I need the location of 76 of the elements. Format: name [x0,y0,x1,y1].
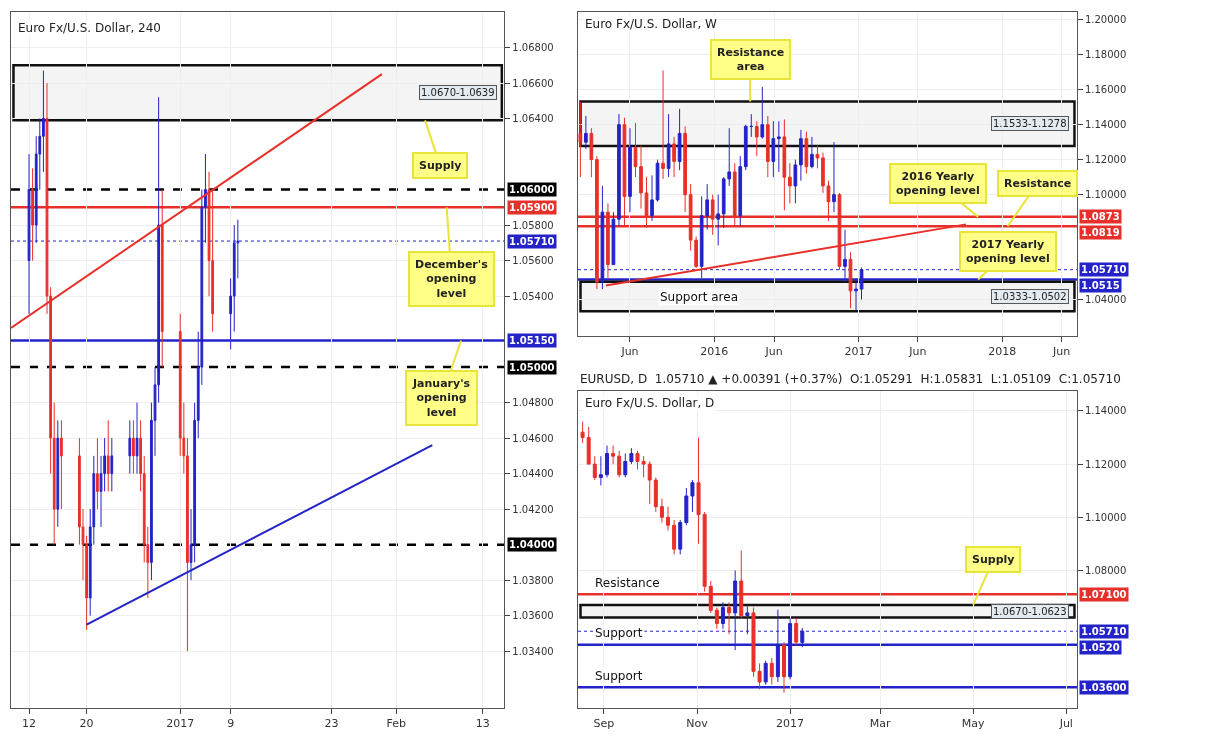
x-tick-label: Jun [1052,344,1071,358]
annotation: Support [595,626,643,640]
x-tick-label: Mar [869,717,891,731]
text: Euro Fx/U.S. Dollar, 240 [18,21,161,35]
x-tick-label: Nov [686,717,709,731]
annotation: Resistance [595,576,660,590]
x-tick-label: 13 [475,717,490,731]
ref-line-label: 1.07100 [1081,589,1127,600]
y-tick-label: 1.05600 [512,255,554,267]
y-tick-label: 1.10000 [1084,189,1127,201]
chart-subtitle: EURUSD, D 1.05710 ▲ +0.00391 (+0.37%) O:1.05291 H:1.05831 L:1.05109 C:1.05710 [580,372,1121,386]
y-tick-label: 1.05800 [512,219,554,231]
y-tick-label: 1.20000 [1084,14,1127,26]
y-tick-label: 1.04800 [512,397,554,409]
x-tick-label: Jun [620,344,639,358]
y-tick-label: 1.03600 [512,610,554,622]
x-tick-label: 20 [79,717,94,731]
x-tick-label: Jun [908,344,927,358]
y-tick-label: 1.06800 [512,42,554,54]
y-tick-label: 1.06400 [512,113,554,125]
x-tick-label: 2016 [700,344,729,358]
annotation: Supply [972,553,1015,566]
chart-title: Euro Fx/U.S. Dollar, D [585,396,715,410]
annotation: 2016 Yearly opening level [896,170,980,198]
y-tick-label: 1.12000 [1084,458,1127,470]
y-tick-label: 1.16000 [1084,84,1127,96]
x-tick-label: 23 [324,717,339,731]
x-tick-label: Feb [386,717,407,731]
x-tick-label: Sep [593,717,615,731]
band-label: 1.0333-1.0502 [993,291,1067,302]
x-tick-label: 9 [227,717,235,731]
annotation: Supply [419,159,462,172]
ref-line-label: 1.05710 [1081,626,1127,637]
y-tick-label: 1.18000 [1084,49,1127,61]
ref-line-label: 1.05000 [509,362,555,373]
x-tick-label: 2017 [776,717,805,731]
y-tick-label: 1.14000 [1084,405,1127,417]
ref-line-label: 1.0873 [1081,211,1120,222]
annotation: December's opening level [415,258,489,300]
x-tick-label: Jun [764,344,783,358]
y-tick-label: 1.03800 [512,574,554,586]
y-tick-label: 1.04600 [512,432,554,444]
ref-line-label: 1.0520 [1081,642,1120,653]
y-tick-label: 1.05400 [512,290,554,302]
y-tick-label: 1.10000 [1084,511,1127,523]
y-tick-label: 1.12000 [1084,154,1127,166]
x-tick-label: 2017 [844,344,873,358]
x-tick-label: Jul [1058,717,1073,731]
chart-title: Euro Fx/U.S. Dollar, W [585,17,718,31]
annotation: January's opening level [412,377,471,419]
annotation: 2017 Yearly opening level [966,238,1050,266]
y-tick-label: 1.04200 [512,503,554,515]
y-tick-label: 1.08000 [1084,564,1127,576]
band-label: 1.0670-1.0623 [993,606,1067,617]
ref-line-label: 1.05150 [509,335,555,346]
y-tick-label: 1.04400 [512,468,554,480]
x-tick-label: 2018 [988,344,1017,358]
ref-line-label: 1.06000 [509,184,555,195]
ref-line-label: 1.05710 [1081,264,1127,275]
y-tick-label: 1.06600 [512,77,554,89]
ref-line-label: 1.0515 [1081,280,1120,291]
x-tick-label: 12 [22,717,36,731]
annotation: Resistance [1004,177,1072,190]
y-tick-label: 1.03400 [512,645,554,657]
x-tick-label: 2017 [166,717,195,731]
annotation: Support area [660,290,739,304]
band-label: 1.1533-1.1278 [993,118,1067,129]
ref-line-label: 1.05900 [509,202,555,213]
ref-line-label: 1.05710 [509,236,555,247]
y-tick-label: 1.04000 [1084,294,1127,306]
annotation: Resistance area [717,46,785,74]
y-tick-label: 1.14000 [1084,119,1127,131]
ref-line-label: 1.0819 [1081,227,1120,238]
band-label: 1.0670-1.0639 [421,87,495,98]
x-tick-label: May [961,717,986,731]
annotation: Support [595,669,643,683]
